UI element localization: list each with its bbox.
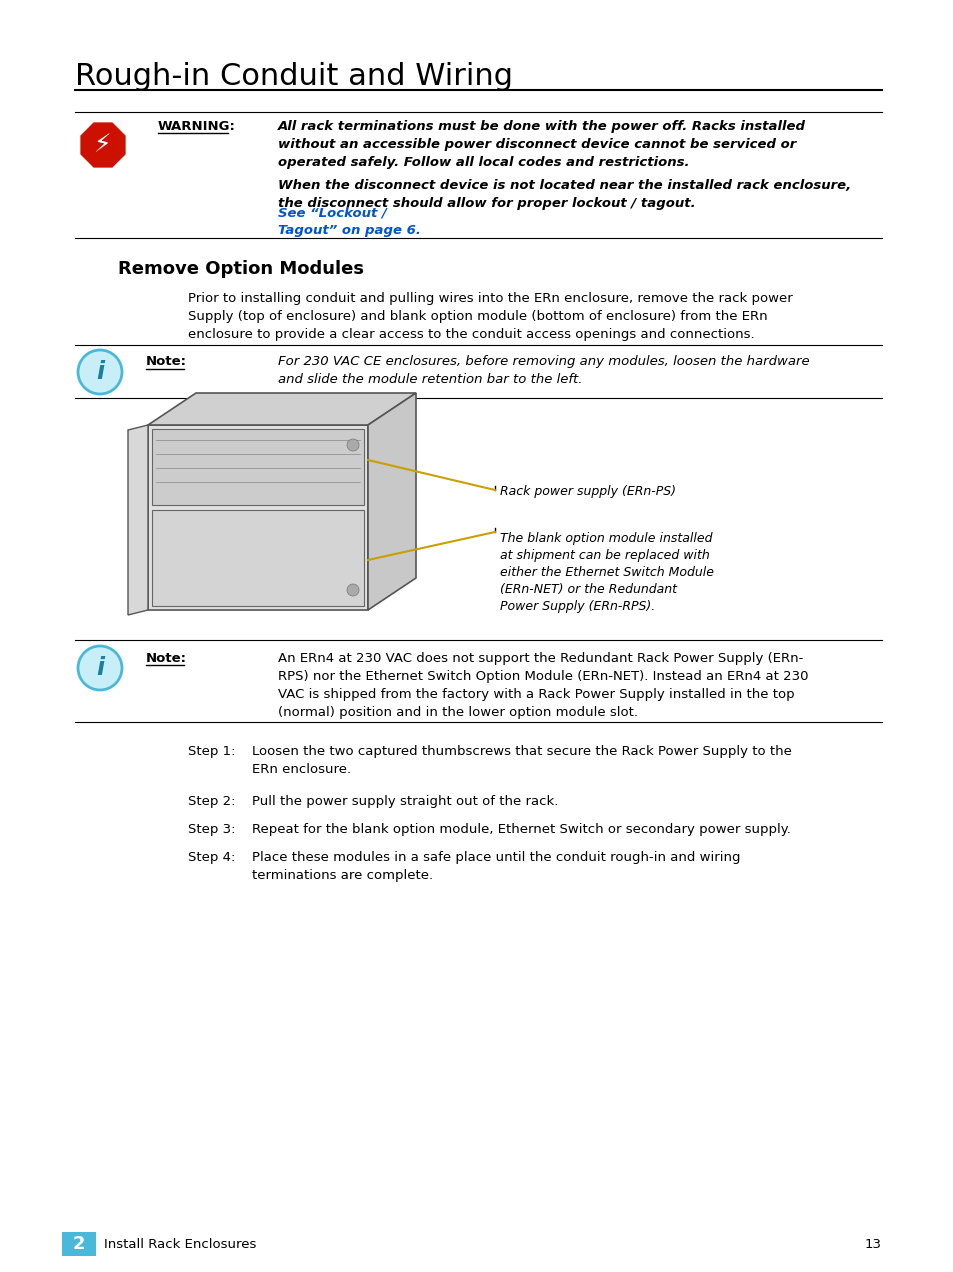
Polygon shape (148, 393, 416, 425)
Text: i: i (96, 656, 104, 681)
Text: Step 2:: Step 2: (188, 795, 235, 808)
Circle shape (78, 350, 122, 394)
Polygon shape (152, 510, 364, 605)
Text: Note:: Note: (146, 355, 187, 368)
Circle shape (78, 646, 122, 689)
Text: An ERn4 at 230 VAC does not support the Redundant Rack Power Supply (ERn-
RPS) n: An ERn4 at 230 VAC does not support the … (277, 653, 807, 719)
Text: 2: 2 (72, 1235, 85, 1253)
Text: Note:: Note: (146, 653, 187, 665)
Text: Step 3:: Step 3: (188, 823, 235, 836)
Text: All rack terminations must be done with the power off. Racks installed
without a: All rack terminations must be done with … (277, 120, 805, 169)
Polygon shape (152, 429, 364, 505)
Text: Install Rack Enclosures: Install Rack Enclosures (104, 1238, 256, 1250)
Polygon shape (148, 425, 368, 611)
Polygon shape (79, 121, 127, 169)
Text: ⚡: ⚡ (94, 134, 112, 156)
Text: Rough-in Conduit and Wiring: Rough-in Conduit and Wiring (75, 62, 513, 92)
Text: Repeat for the blank option module, Ethernet Switch or secondary power supply.: Repeat for the blank option module, Ethe… (252, 823, 790, 836)
Text: Pull the power supply straight out of the rack.: Pull the power supply straight out of th… (252, 795, 558, 808)
Polygon shape (368, 393, 416, 611)
Text: Loosen the two captured thumbscrews that secure the Rack Power Supply to the
ERn: Loosen the two captured thumbscrews that… (252, 745, 791, 776)
Text: The blank option module installed
at shipment can be replaced with
either the Et: The blank option module installed at shi… (499, 532, 713, 613)
Text: Rack power supply (ERn-PS): Rack power supply (ERn-PS) (499, 486, 676, 499)
Text: i: i (96, 360, 104, 384)
Text: Prior to installing conduit and pulling wires into the ERn enclosure, remove the: Prior to installing conduit and pulling … (188, 293, 792, 341)
Text: 13: 13 (864, 1238, 882, 1250)
Text: When the disconnect device is not located near the installed rack enclosure,
the: When the disconnect device is not locate… (277, 179, 850, 210)
Circle shape (347, 584, 358, 597)
Text: WARNING:: WARNING: (158, 120, 235, 134)
Text: Remove Option Modules: Remove Option Modules (118, 259, 364, 279)
Text: For 230 VAC CE enclosures, before removing any modules, loosen the hardware
and : For 230 VAC CE enclosures, before removi… (277, 355, 809, 385)
Text: Step 4:: Step 4: (188, 851, 235, 864)
Text: Step 1:: Step 1: (188, 745, 235, 758)
Polygon shape (128, 425, 148, 614)
FancyBboxPatch shape (62, 1233, 96, 1255)
Circle shape (347, 439, 358, 452)
Text: See “Lockout /
Tagout” on page 6.: See “Lockout / Tagout” on page 6. (277, 206, 420, 237)
Text: Place these modules in a safe place until the conduit rough-in and wiring
termin: Place these modules in a safe place unti… (252, 851, 740, 881)
